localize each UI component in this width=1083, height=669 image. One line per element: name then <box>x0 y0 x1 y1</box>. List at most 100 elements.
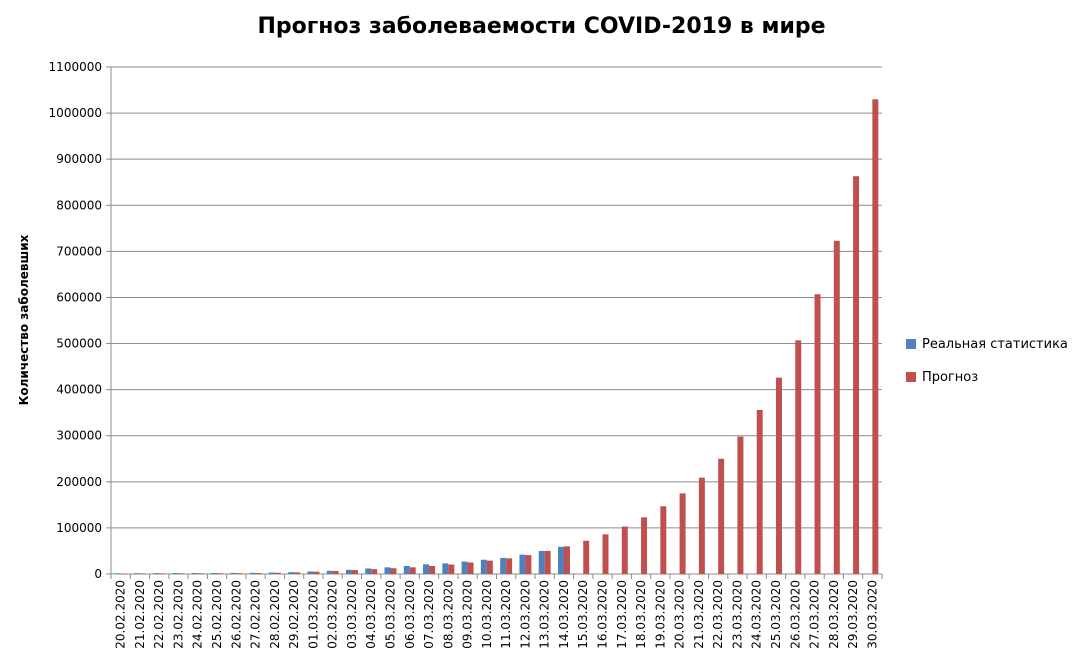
bar-forecast <box>159 573 166 575</box>
bar-forecast <box>294 572 301 574</box>
legend-swatch-forecast <box>906 372 916 382</box>
bar-forecast <box>872 99 879 574</box>
bar-actual <box>191 573 198 574</box>
x-tick-label: 27.02.2020 <box>249 580 263 649</box>
x-tick-label: 30.03.2020 <box>865 580 879 649</box>
x-tick-label: 28.03.2020 <box>827 580 841 649</box>
bar-forecast <box>833 240 840 574</box>
x-tick-label: 10.03.2020 <box>480 580 494 649</box>
bar-forecast <box>217 573 223 575</box>
x-tick-label: 26.02.2020 <box>229 580 243 649</box>
bar-forecast <box>583 540 590 574</box>
bar-forecast <box>814 294 821 574</box>
x-tick-label: 18.03.2020 <box>634 580 648 649</box>
bar-forecast <box>660 506 667 574</box>
x-tick-label: 06.03.2020 <box>403 580 417 649</box>
x-tick-label: 13.03.2020 <box>538 580 552 649</box>
x-tick-label: 12.03.2020 <box>518 580 532 649</box>
bar-forecast <box>602 534 609 574</box>
x-tick-label: 21.02.2020 <box>133 580 147 649</box>
bar-forecast <box>718 458 725 574</box>
x-tick-label: 22.03.2020 <box>711 580 725 649</box>
bar-actual <box>133 573 140 575</box>
y-tick-label: 800000 <box>56 198 102 212</box>
bar-actual <box>403 565 410 574</box>
x-tick-label: 04.03.2020 <box>364 580 378 649</box>
x-tick-label: 26.03.2020 <box>788 580 802 649</box>
bar-actual <box>326 570 333 574</box>
x-tick-label: 11.03.2020 <box>499 580 513 649</box>
y-tick-label: 1100000 <box>49 60 102 74</box>
bar-actual <box>114 573 121 575</box>
legend-swatch-actual <box>906 339 916 349</box>
bar-forecast <box>139 573 146 575</box>
bar-actual <box>211 572 218 574</box>
x-tick-label: 15.03.2020 <box>576 580 590 649</box>
bar-actual <box>557 546 564 574</box>
x-tick-label: 20.02.2020 <box>114 580 128 649</box>
y-tick-label: 100000 <box>56 521 102 535</box>
bar-forecast <box>313 571 320 574</box>
bar-actual <box>172 573 179 574</box>
bar-forecast <box>467 562 474 574</box>
legend-item-actual: Реальная статистика <box>906 334 1068 354</box>
y-tick-label: 500000 <box>56 337 102 351</box>
x-tick-label: 20.03.2020 <box>673 580 687 649</box>
bar-actual <box>423 564 430 574</box>
bar-forecast <box>409 567 416 574</box>
x-tick-label: 02.03.2020 <box>326 580 340 649</box>
x-tick-label: 08.03.2020 <box>441 580 455 649</box>
bar-forecast <box>120 573 127 575</box>
legend-label-actual: Реальная статистика <box>922 336 1068 352</box>
bar-actual <box>230 572 237 574</box>
legend-label-forecast: Прогноз <box>922 369 979 385</box>
x-tick-label: 24.02.2020 <box>191 580 205 649</box>
bar-actual <box>288 572 295 574</box>
bar-actual <box>461 561 468 574</box>
x-tick-label: 17.03.2020 <box>615 580 629 649</box>
legend-item-forecast: Прогноз <box>906 367 1068 387</box>
bar-forecast <box>563 546 570 574</box>
x-tick-label: 25.02.2020 <box>210 580 224 649</box>
x-tick-label: 21.03.2020 <box>692 580 706 649</box>
bar-forecast <box>486 560 493 574</box>
bar-actual <box>249 572 256 574</box>
x-tick-label: 27.03.2020 <box>808 580 822 649</box>
x-tick-label: 24.03.2020 <box>750 580 764 649</box>
bar-forecast <box>351 570 358 574</box>
bar-forecast <box>255 573 262 574</box>
bar-forecast <box>429 565 436 574</box>
x-tick-label: 23.03.2020 <box>730 580 744 649</box>
bar-forecast <box>853 176 860 574</box>
bar-forecast <box>737 436 744 574</box>
x-tick-label: 29.02.2020 <box>287 580 301 649</box>
bar-actual <box>480 559 487 574</box>
bar-actual <box>365 568 372 574</box>
legend: Реальная статистика Прогноз <box>906 334 1068 400</box>
bar-forecast <box>679 493 686 574</box>
x-tick-label: 16.03.2020 <box>596 580 610 649</box>
y-tick-label: 1000000 <box>49 106 102 120</box>
bar-forecast <box>448 564 455 574</box>
x-tick-label: 05.03.2020 <box>383 580 397 649</box>
bar-forecast <box>197 573 204 575</box>
bar-forecast <box>236 573 243 574</box>
bar-actual <box>442 563 449 574</box>
x-tick-label: 19.03.2020 <box>653 580 667 649</box>
bar-forecast <box>274 572 281 574</box>
bar-forecast <box>371 569 378 574</box>
bar-forecast <box>795 340 802 574</box>
bar-actual <box>268 572 275 574</box>
bar-actual <box>500 557 507 574</box>
x-tick-label: 29.03.2020 <box>846 580 860 649</box>
bar-actual <box>519 554 526 574</box>
bar-actual <box>538 550 545 574</box>
y-tick-label: 200000 <box>56 475 102 489</box>
bar-forecast <box>756 409 763 574</box>
x-tick-label: 25.03.2020 <box>769 580 783 649</box>
x-tick-label: 23.02.2020 <box>171 580 185 649</box>
bar-forecast <box>506 558 513 574</box>
x-tick-label: 14.03.2020 <box>557 580 571 649</box>
bar-forecast <box>178 573 185 575</box>
